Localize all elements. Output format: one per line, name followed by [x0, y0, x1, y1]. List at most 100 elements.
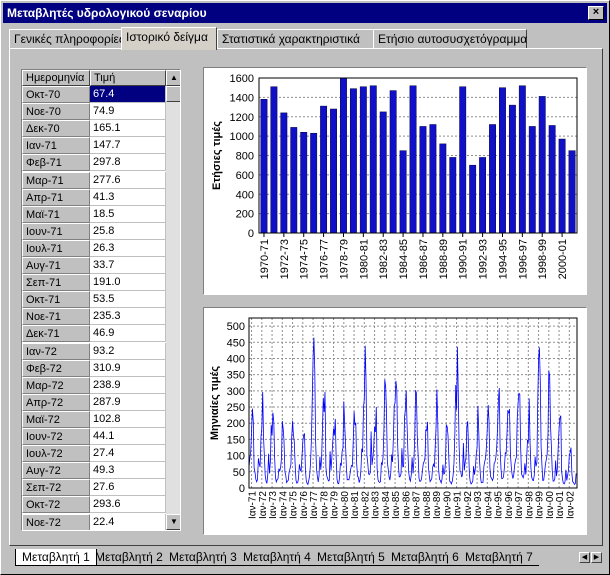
value-cell[interactable]: 18.5	[90, 205, 166, 223]
table-row[interactable]: Νοε-70 74.9	[22, 103, 166, 121]
date-cell[interactable]: Φεβ-71	[22, 154, 90, 172]
value-cell[interactable]: 277.6	[90, 171, 166, 189]
table-row[interactable]: Δεκ-70 165.1	[22, 120, 166, 138]
value-cell[interactable]: 26.3	[90, 239, 166, 257]
value-cell[interactable]: 46.9	[90, 325, 166, 343]
value-cell[interactable]: 235.3	[90, 308, 166, 326]
date-cell[interactable]: Οκτ-70	[22, 86, 90, 104]
variable-tab-5[interactable]: Μεταβλητή 5	[311, 549, 391, 566]
date-cell[interactable]: Φεβ-72	[22, 359, 90, 377]
date-cell[interactable]: Μαϊ-72	[22, 410, 90, 428]
date-cell[interactable]: Απρ-72	[22, 393, 90, 411]
variable-tab-4[interactable]: Μεταβλητή 4	[237, 549, 317, 566]
value-cell[interactable]: 147.7	[90, 137, 166, 155]
date-cell[interactable]: Ιουλ-71	[22, 239, 90, 257]
tab-statistics[interactable]: Στατιστικά χαρακτηριστικά	[217, 29, 374, 49]
date-cell[interactable]: Ιουν-71	[22, 222, 90, 240]
value-cell[interactable]: 74.9	[90, 103, 166, 121]
date-cell[interactable]: Σεπ-72	[22, 479, 90, 497]
table-row[interactable]: Ιουλ-72 27.4	[22, 445, 166, 463]
tab-historical-sample[interactable]: Ιστορικό δείγμα	[121, 27, 217, 50]
table-row[interactable]: Αυγ-71 33.7	[22, 257, 166, 275]
y-tick-label: 1400	[230, 92, 254, 104]
variable-tab-7[interactable]: Μεταβλητή 7	[459, 549, 539, 566]
value-cell[interactable]: 93.2	[90, 342, 166, 360]
date-cell[interactable]: Αυγ-71	[22, 257, 90, 275]
scroll-down-icon[interactable]: ▼	[166, 514, 180, 530]
variable-tab-2[interactable]: Μεταβλητή 2	[89, 549, 169, 566]
date-cell[interactable]: Ιαν-72	[22, 342, 90, 360]
date-cell[interactable]: Νοε-72	[22, 513, 90, 530]
table-row[interactable]: Μαρ-72 238.9	[22, 376, 166, 394]
table-row[interactable]: Απρ-72 287.9	[22, 393, 166, 411]
table-row[interactable]: Ιουλ-71 26.3	[22, 239, 166, 257]
date-cell[interactable]: Σεπ-71	[22, 274, 90, 292]
value-cell[interactable]: 44.1	[90, 428, 166, 446]
date-cell[interactable]: Αυγ-72	[22, 462, 90, 480]
date-cell[interactable]: Νοε-71	[22, 308, 90, 326]
table-row[interactable]: Αυγ-72 49.3	[22, 462, 166, 480]
value-cell[interactable]: 191.0	[90, 274, 166, 292]
table-row[interactable]: Οκτ-70 67.4	[22, 86, 166, 104]
table-row[interactable]: Οκτ-72 293.6	[22, 496, 166, 514]
column-header-date[interactable]: Ημερομηνία	[22, 70, 90, 86]
tab-scroll-left-icon[interactable]: ◀	[579, 552, 590, 563]
table-row[interactable]: Νοε-72 22.4	[22, 513, 166, 530]
close-button[interactable]: ×	[588, 6, 604, 20]
date-cell[interactable]: Οκτ-71	[22, 291, 90, 309]
table-row[interactable]: Ιουν-72 44.1	[22, 428, 166, 446]
value-cell[interactable]: 27.6	[90, 479, 166, 497]
value-cell[interactable]: 53.5	[90, 291, 166, 309]
value-cell[interactable]: 25.8	[90, 222, 166, 240]
table-row[interactable]: Σεπ-71 191.0	[22, 274, 166, 292]
scroll-thumb[interactable]	[166, 86, 180, 102]
date-cell[interactable]: Οκτ-72	[22, 496, 90, 514]
variable-tab-6[interactable]: Μεταβλητή 6	[385, 549, 465, 566]
value-cell[interactable]: 297.8	[90, 154, 166, 172]
value-cell[interactable]: 41.3	[90, 188, 166, 206]
value-cell[interactable]: 49.3	[90, 462, 166, 480]
date-cell[interactable]: Ιουλ-72	[22, 445, 90, 463]
scroll-up-icon[interactable]: ▲	[166, 70, 180, 86]
tab-autocorrelogram[interactable]: Ετήσιο αυτοσυσχετόγραμμα	[373, 29, 527, 49]
value-cell[interactable]: 287.9	[90, 393, 166, 411]
value-cell[interactable]: 102.8	[90, 410, 166, 428]
table-row[interactable]: Ιουν-71 25.8	[22, 222, 166, 240]
table-row[interactable]: Δεκ-71 46.9	[22, 325, 166, 343]
date-cell[interactable]: Νοε-70	[22, 103, 90, 121]
tab-general-info[interactable]: Γενικές πληροφορίες	[9, 29, 125, 49]
table-row[interactable]: Μαϊ-71 18.5	[22, 205, 166, 223]
table-row[interactable]: Μαϊ-72 102.8	[22, 410, 166, 428]
column-header-value[interactable]: Τιμή	[90, 70, 166, 86]
variable-tab-1[interactable]: Μεταβλητή 1	[15, 549, 97, 566]
value-cell[interactable]: 27.4	[90, 445, 166, 463]
value-cell[interactable]: 67.4	[90, 86, 166, 104]
date-cell[interactable]: Απρ-71	[22, 188, 90, 206]
value-cell[interactable]: 238.9	[90, 376, 166, 394]
value-cell[interactable]: 33.7	[90, 257, 166, 275]
date-cell[interactable]: Μαρ-71	[22, 171, 90, 189]
date-cell[interactable]: Δεκ-71	[22, 325, 90, 343]
vertical-scrollbar[interactable]: ▲ ▼	[166, 70, 180, 530]
date-cell[interactable]: Ιουν-72	[22, 428, 90, 446]
tab-scroll-right-icon[interactable]: ▶	[591, 552, 602, 563]
table-row[interactable]: Οκτ-71 53.5	[22, 291, 166, 309]
table-row[interactable]: Ιαν-71 147.7	[22, 137, 166, 155]
date-cell[interactable]: Δεκ-70	[22, 120, 90, 138]
variable-tab-3[interactable]: Μεταβλητή 3	[163, 549, 243, 566]
value-cell[interactable]: 310.9	[90, 359, 166, 377]
table-row[interactable]: Φεβ-71 297.8	[22, 154, 166, 172]
date-cell[interactable]: Ιαν-71	[22, 137, 90, 155]
table-row[interactable]: Νοε-71 235.3	[22, 308, 166, 326]
annual-bar	[429, 124, 437, 234]
value-cell[interactable]: 165.1	[90, 120, 166, 138]
value-cell[interactable]: 22.4	[90, 513, 166, 530]
date-cell[interactable]: Μαϊ-71	[22, 205, 90, 223]
table-row[interactable]: Απρ-71 41.3	[22, 188, 166, 206]
table-row[interactable]: Ιαν-72 93.2	[22, 342, 166, 360]
value-cell[interactable]: 293.6	[90, 496, 166, 514]
table-row[interactable]: Μαρ-71 277.6	[22, 171, 166, 189]
table-row[interactable]: Φεβ-72 310.9	[22, 359, 166, 377]
date-cell[interactable]: Μαρ-72	[22, 376, 90, 394]
table-row[interactable]: Σεπ-72 27.6	[22, 479, 166, 497]
